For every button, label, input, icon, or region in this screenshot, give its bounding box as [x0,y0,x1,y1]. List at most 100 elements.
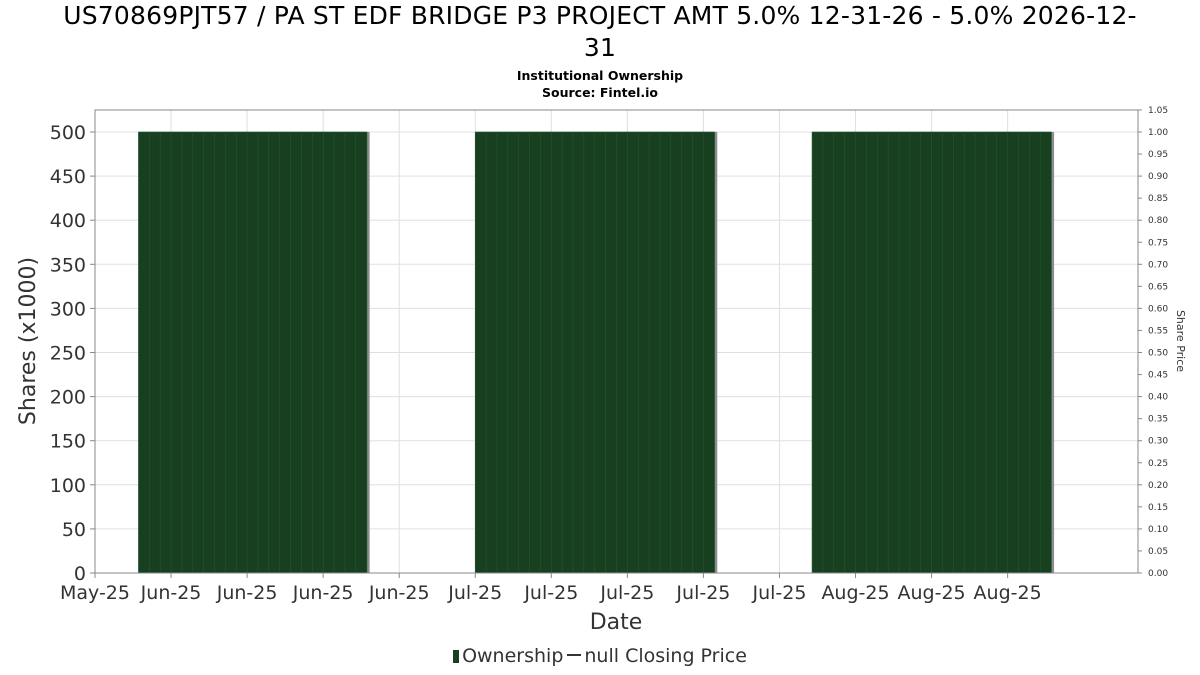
y2-tick-label: 0.20 [1148,481,1168,491]
ownership-bar [648,131,661,574]
ownership-bar [572,131,585,574]
y2-tick-label: 0.40 [1148,393,1168,403]
y2-tick-label: 0.30 [1148,437,1168,447]
ownership-bar [887,131,900,574]
ownership-bar [1007,131,1020,574]
y2-tick-label: 0.70 [1148,260,1168,270]
ownership-bar [953,131,965,574]
y2-tick-label: 0.50 [1148,349,1168,359]
legend: Ownership null Closing Price [0,645,1200,667]
ownership-bar [909,131,922,574]
x-tick-label: Jul-25 [751,582,806,604]
ownership-bar [344,131,357,574]
y2-tick-label: 0.95 [1148,150,1168,160]
y-tick-label: 0 [74,563,86,585]
ownership-bar [518,131,531,574]
y-tick-label: 150 [50,431,86,453]
ownership-bar [507,131,520,574]
ownership-bar [301,131,313,574]
ownership-bar [637,131,650,574]
ownership-bar [496,131,509,574]
y-tick-label: 350 [50,254,86,276]
ownership-bar [1029,131,1041,574]
y-tick-label: 50 [62,519,86,541]
ownership-bar [627,131,639,574]
chart-title-line-1: US70869PJT57 / PA ST EDF BRIDGE P3 PROJE… [63,1,1137,30]
ownership-bar [149,131,161,574]
ownership-bar [942,131,954,574]
ownership-bar [616,131,628,574]
ownership-bar [659,131,672,574]
ownership-bar [855,131,867,574]
ownership-bar [214,131,226,574]
ownership-bar [833,131,846,574]
ownership-bar [474,131,487,574]
y2-axis: 0.00 0.05 0.10 0.15 0.20 0.25 0.30 0.35 0.40 0.45… [1138,106,1168,579]
y2-tick-label: 0.10 [1148,525,1168,535]
ownership-bar [876,131,889,574]
x-tick-label: Jun-25 [140,582,202,604]
ownership-bar [322,131,335,574]
ownership-bar [681,131,694,574]
chart-title: US70869PJT57 / PA ST EDF BRIDGE P3 PROJE… [0,0,1200,64]
x-tick-label: Jul-25 [599,582,654,604]
x-tick-label: Jun-25 [292,582,354,604]
x-tick-label: Jul-25 [675,582,730,604]
y2-tick-label: 0.25 [1148,459,1168,469]
ownership-bar [561,131,574,574]
ownership-legend-label: Ownership [462,645,564,667]
x-tick-label: Aug-25 [821,582,889,604]
x-tick-label: Aug-25 [974,582,1042,604]
ownership-bar-shadow [713,132,718,573]
y-tick-label: 200 [50,387,86,409]
y2-tick-label: 0.80 [1148,216,1168,226]
ownership-bar [159,131,172,574]
ownership-bar [311,131,324,574]
y2-tick-label: 0.65 [1148,282,1168,292]
y2-tick-label: 0.85 [1148,194,1168,204]
plot-frame [94,109,1139,574]
ownership-bar [235,131,248,574]
y2-tick-label: 0.45 [1148,371,1168,381]
ownership-bar [985,131,998,574]
ownership-bar [551,131,563,574]
x-tick-label: May-25 [60,582,130,604]
y2-tick-label: 0.90 [1148,172,1168,182]
y-tick-label: 450 [50,166,86,188]
ownership-bar [170,131,183,574]
ownership-bar [844,131,857,574]
x-tick-label: Jun-25 [368,582,430,604]
ownership-bar [279,131,292,574]
ownership-bar [540,131,552,574]
ownership-bar [670,131,683,574]
y2-tick-label: 0.55 [1148,326,1168,336]
ownership-bar-shadow [1050,132,1055,573]
ownership-bar [529,131,542,574]
ownership-bar [703,131,715,574]
ownership-bar [203,131,216,574]
ownership-bar [268,131,281,574]
x-tick-label: Jul-25 [523,582,578,604]
ownership-bar [822,131,835,574]
x-axis-title: Date [590,610,643,635]
ownership-bar [290,131,303,574]
y2-tick-label: 1.05 [1148,106,1168,116]
y2-tick-label: 0.60 [1148,304,1168,314]
chart-title-line-2: 31 [583,33,617,62]
ownership-bar [605,131,618,574]
y2-axis-title: Share Price [1174,310,1187,372]
x-tick-label: Jul-25 [447,582,502,604]
ownership-bar [898,131,911,574]
y2-tick-label: 0.00 [1148,569,1168,579]
ownership-bar [485,131,498,574]
ownership-bar [996,131,1009,574]
y-axis: 0 50 100 150 200 250 300 350 400 450 500 [50,122,95,585]
y-tick-label: 300 [50,298,86,320]
price-legend-line [567,654,582,656]
ownership-bar [355,131,368,574]
y2-tick-label: 0.15 [1148,503,1168,513]
y2-tick-label: 0.35 [1148,415,1168,425]
y-tick-label: 100 [50,475,86,497]
y-axis-title: Shares (x1000) [16,257,41,425]
